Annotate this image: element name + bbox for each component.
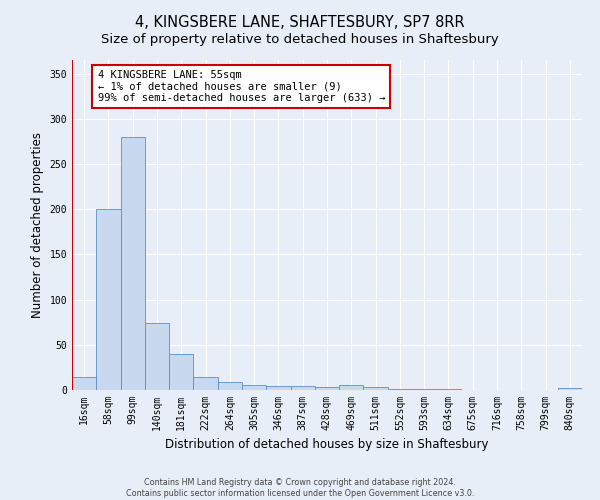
Bar: [121, 137, 145, 390]
Text: 4 KINGSBERE LANE: 55sqm
← 1% of detached houses are smaller (9)
99% of semi-deta: 4 KINGSBERE LANE: 55sqm ← 1% of detached…: [97, 70, 385, 103]
Bar: [145, 323, 169, 390]
Bar: [436, 389, 461, 390]
Bar: [412, 389, 436, 390]
Bar: [266, 386, 290, 390]
Bar: [388, 389, 412, 390]
Bar: [339, 386, 364, 390]
Bar: [242, 384, 266, 390]
Bar: [218, 382, 242, 390]
Bar: [72, 378, 96, 390]
Bar: [558, 388, 582, 390]
Bar: [315, 388, 339, 390]
Bar: [96, 209, 121, 390]
Bar: [169, 354, 193, 390]
Y-axis label: Number of detached properties: Number of detached properties: [31, 132, 44, 318]
Text: Size of property relative to detached houses in Shaftesbury: Size of property relative to detached ho…: [101, 32, 499, 46]
X-axis label: Distribution of detached houses by size in Shaftesbury: Distribution of detached houses by size …: [165, 438, 489, 452]
Text: Contains HM Land Registry data © Crown copyright and database right 2024.
Contai: Contains HM Land Registry data © Crown c…: [126, 478, 474, 498]
Text: 4, KINGSBERE LANE, SHAFTESBURY, SP7 8RR: 4, KINGSBERE LANE, SHAFTESBURY, SP7 8RR: [135, 15, 465, 30]
Bar: [193, 378, 218, 390]
Bar: [290, 386, 315, 390]
Bar: [364, 388, 388, 390]
